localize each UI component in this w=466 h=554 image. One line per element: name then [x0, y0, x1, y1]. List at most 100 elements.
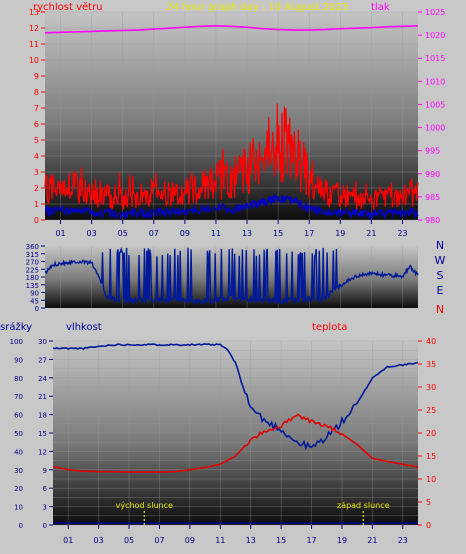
temperature-tick-label: 20 — [426, 429, 436, 438]
wind-direction-series — [44, 246, 419, 306]
pressure-tick-label: 1015 — [425, 54, 445, 63]
x-tick-label: 11 — [211, 229, 221, 238]
x-tick-label: 17 — [304, 229, 314, 238]
x-tick-label: 01 — [63, 536, 73, 545]
wind-speed-label: rychlost větru — [33, 1, 103, 13]
precipitation-tick-label: 27 — [38, 356, 47, 364]
wind-tick-label: 10 — [29, 56, 39, 65]
temperature-series — [52, 413, 419, 473]
x-tick-label: 07 — [149, 229, 159, 238]
x-tick-label: 11 — [215, 536, 225, 545]
wind-tick-label: 11 — [29, 40, 39, 49]
temperature-tick-label: 10 — [426, 475, 436, 484]
direction-label-w: W — [435, 254, 446, 267]
precipitation-tick-label: 18 — [38, 412, 47, 420]
pressure-tick-label: 995 — [425, 147, 440, 156]
pressure-tick-label: 985 — [425, 193, 440, 202]
x-tick-label: 01 — [55, 229, 65, 238]
chart-title: 24 hour graph day : 10 August 2023 — [166, 2, 348, 13]
temperature-tick-label: 15 — [426, 452, 436, 461]
humidity-label: vlhkost — [66, 322, 102, 333]
pressure-tick-label: 980 — [425, 216, 440, 225]
humidity-tick-label: 30 — [14, 467, 23, 475]
temperature-tick-label: 30 — [426, 383, 436, 392]
x-tick-label: 15 — [276, 536, 286, 545]
pressure-tick-label: 1025 — [425, 8, 445, 17]
x-tick-label: 05 — [124, 536, 134, 545]
humidity-tick-label: 40 — [14, 448, 23, 456]
pressure-tick-label: 1020 — [425, 31, 445, 40]
temperature-tick-label: 0 — [426, 521, 431, 530]
precipitation-tick-label: 3 — [43, 504, 47, 512]
wind-tick-label: 7 — [34, 104, 39, 113]
pressure-tick-label: 1010 — [425, 77, 445, 86]
x-tick-label: 23 — [398, 536, 408, 545]
direction-label-e: E — [437, 284, 444, 297]
pressure-series — [44, 25, 419, 34]
humidity-tick-label: 90 — [14, 356, 23, 364]
wind-tick-label: 6 — [34, 120, 39, 129]
x-tick-label: 07 — [154, 536, 164, 545]
x-tick-label: 19 — [335, 229, 345, 238]
wind-tick-label: 12 — [29, 24, 39, 33]
direction-tick-label: 360 — [26, 243, 39, 251]
humidity-tick-label: 20 — [14, 485, 23, 493]
direction-tick-label: 315 — [26, 251, 39, 259]
temperature-tick-label: 35 — [426, 360, 436, 369]
x-tick-label: 09 — [180, 229, 190, 238]
direction-label-n-bottom: N — [436, 303, 444, 316]
wind-tick-label: 9 — [34, 72, 39, 81]
wind-tick-label: 4 — [34, 152, 39, 161]
direction-label-n-top: N — [436, 239, 444, 252]
precipitation-tick-label: 0 — [43, 522, 47, 530]
x-tick-label: 21 — [367, 536, 377, 545]
x-tick-label: 09 — [185, 536, 195, 545]
x-tick-label: 19 — [337, 536, 347, 545]
pressure-tick-label: 1005 — [425, 100, 445, 109]
wind-tick-label: 5 — [34, 136, 39, 145]
humidity-tick-label: 0 — [19, 522, 23, 530]
humidity-tick-label: 70 — [14, 393, 23, 401]
wind-gust-series — [44, 103, 419, 210]
direction-label-s: S — [437, 269, 444, 282]
x-tick-label: 13 — [242, 229, 252, 238]
temperature-tick-label: 25 — [426, 406, 436, 415]
wind-average-series — [44, 193, 419, 221]
wind-tick-label: 2 — [34, 184, 39, 193]
pressure-tick-label: 990 — [425, 170, 440, 179]
sunset-label: západ slunce — [337, 501, 390, 510]
precipitation-tick-label: 21 — [38, 393, 47, 401]
direction-tick-label: 0 — [35, 305, 39, 313]
x-tick-label: 03 — [94, 536, 104, 545]
direction-tick-label: 180 — [26, 274, 39, 282]
precipitation-tick-label: 9 — [43, 467, 47, 475]
direction-tick-label: 135 — [26, 282, 39, 290]
wind-tick-label: 1 — [34, 200, 39, 209]
precipitation-tick-label: 24 — [38, 375, 47, 383]
x-tick-label: 13 — [246, 536, 256, 545]
humidity-tick-label: 60 — [14, 412, 23, 420]
x-tick-label: 23 — [397, 229, 407, 238]
direction-tick-label: 45 — [30, 297, 39, 305]
temperature-tick-label: 40 — [426, 337, 436, 346]
temperature-tick-label: 5 — [426, 498, 431, 507]
direction-tick-label: 270 — [26, 259, 39, 267]
precipitation-label: srážky — [0, 321, 32, 333]
precipitation-tick-label: 12 — [38, 448, 47, 456]
humidity-tick-label: 100 — [10, 338, 23, 346]
direction-tick-label: 225 — [26, 266, 39, 274]
humidity-tick-label: 80 — [14, 375, 23, 383]
precipitation-tick-label: 30 — [38, 338, 47, 346]
x-tick-label: 17 — [306, 536, 316, 545]
humidity-tick-label: 50 — [14, 430, 23, 438]
humidity-tick-label: 10 — [14, 504, 23, 512]
sunrise-label: východ slunce — [116, 501, 173, 510]
pressure-label: tlak — [371, 2, 390, 13]
x-tick-label: 15 — [273, 229, 283, 238]
temperature-label: teplota — [312, 322, 347, 333]
precipitation-tick-label: 6 — [43, 485, 48, 493]
wind-tick-label: 8 — [34, 88, 39, 97]
humidity-series — [52, 343, 419, 451]
x-tick-label: 05 — [118, 229, 128, 238]
